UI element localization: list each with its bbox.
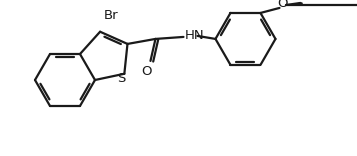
Text: S: S [117,72,126,85]
Text: O: O [277,0,288,10]
Text: O: O [141,65,152,78]
Text: Br: Br [104,9,119,22]
Text: HN: HN [185,29,204,42]
